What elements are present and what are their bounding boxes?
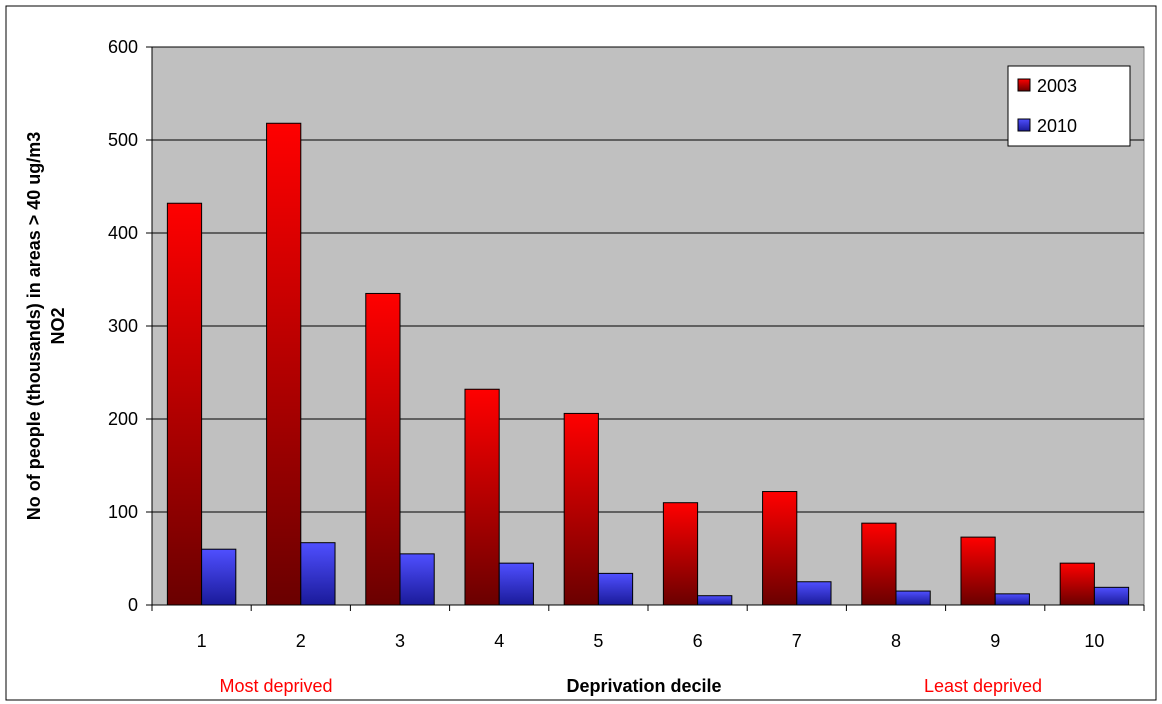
bar-2003-3 (365, 292, 401, 606)
bar-2010-10 (1093, 586, 1130, 606)
y-tick-label: 500 (108, 130, 138, 150)
bar-2010-2 (300, 542, 336, 606)
bar-2010-7 (796, 581, 832, 606)
bar-2003-5 (563, 412, 599, 606)
bar-2003-6 (662, 502, 699, 606)
x-tick-label: 5 (593, 631, 603, 651)
bar-2003-10 (1059, 562, 1095, 606)
bar-2003-1 (166, 202, 203, 606)
annotation-least-deprived: Least deprived (924, 676, 1042, 696)
bars (166, 122, 1130, 606)
bar-2003-4 (464, 388, 500, 606)
legend: 2003 2010 (1007, 65, 1131, 147)
axes (146, 46, 1145, 611)
x-tick-label: 7 (792, 631, 802, 651)
y-tick-label: 400 (108, 223, 138, 243)
y-tick-label: 200 (108, 409, 138, 429)
bar-2003-7 (762, 491, 798, 606)
bar-2010-1 (201, 548, 237, 606)
legend-label-2003: 2003 (1037, 76, 1077, 96)
x-tick-label: 1 (197, 631, 207, 651)
x-tick-label: 8 (891, 631, 901, 651)
bar-2010-3 (399, 553, 435, 606)
y-tick-label: 0 (128, 595, 138, 615)
x-tick-label: 3 (395, 631, 405, 651)
x-tick-labels: 1 2 3 4 5 6 7 8 9 10 (197, 631, 1105, 651)
y-tick-label: 600 (108, 37, 138, 57)
bar-2010-8 (895, 590, 931, 606)
x-tick-label: 6 (693, 631, 703, 651)
gridlines (152, 46, 1144, 513)
y-tick-label: 100 (108, 502, 138, 522)
bar-2010-4 (498, 562, 534, 606)
legend-swatch-2003 (1017, 78, 1031, 92)
y-tick-labels: 0 100 200 300 400 500 600 (108, 37, 138, 615)
y-axis-title: No of people (thousands) in areas > 40 u… (24, 132, 44, 521)
legend-swatch-2010 (1017, 118, 1031, 132)
y-tick-label: 300 (108, 316, 138, 336)
bar-2010-9 (994, 593, 1030, 606)
x-tick-label: 10 (1084, 631, 1104, 651)
x-axis-title: Deprivation decile (566, 676, 721, 696)
x-tick-label: 4 (494, 631, 504, 651)
bar-2003-2 (266, 122, 302, 606)
annotation-most-deprived: Most deprived (219, 676, 332, 696)
bar-2010-5 (597, 572, 634, 606)
bar-2003-9 (960, 536, 996, 606)
bar-2003-8 (861, 522, 897, 606)
bar-2010-6 (697, 595, 733, 606)
x-tick-label: 2 (296, 631, 306, 651)
legend-label-2010: 2010 (1037, 116, 1077, 136)
x-tick-label: 9 (990, 631, 1000, 651)
y-axis-title-line2: NO2 (48, 307, 68, 344)
